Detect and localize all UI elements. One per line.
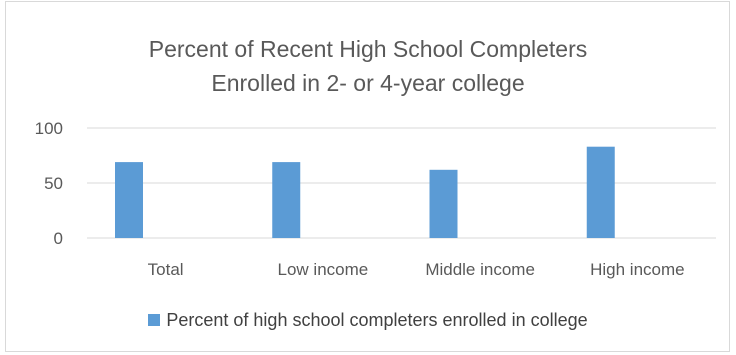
y-tick-label: 100 (35, 119, 63, 138)
x-tick-label: High income (590, 260, 685, 279)
legend-label: Percent of high school completers enroll… (166, 310, 588, 330)
chart-title-line-1: Percent of Recent High School Completers (148, 36, 588, 62)
legend-swatch (148, 314, 161, 326)
y-tick-label: 50 (44, 174, 63, 193)
x-tick-label: Low income (278, 260, 369, 279)
y-tick-label: 0 (54, 229, 63, 248)
chart-title-line-2: Enrolled in 2- or 4-year college (211, 70, 525, 96)
bar (272, 162, 301, 238)
legend: Percent of high school completers enroll… (0, 310, 736, 331)
chart-title: Percent of Recent High School Completers… (0, 32, 736, 100)
bar (115, 162, 143, 238)
x-tick-label: Total (148, 260, 184, 279)
bar (586, 146, 615, 238)
x-tick-label: Middle income (425, 260, 535, 279)
bar (429, 169, 458, 238)
